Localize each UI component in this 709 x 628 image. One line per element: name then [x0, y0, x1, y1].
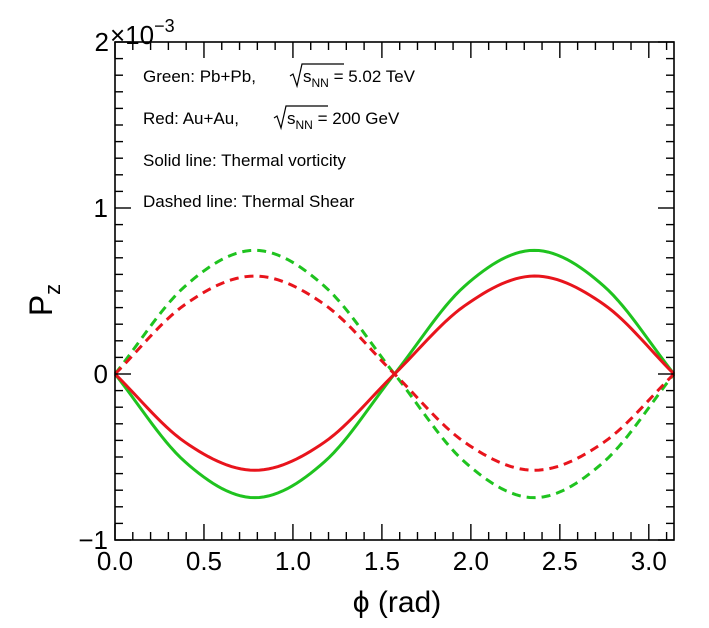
x-tick-label: 0.5 [186, 546, 222, 576]
y-tick-label: 1 [94, 193, 108, 223]
legend-green-root-sym: s [303, 67, 312, 86]
legend-line-green: Green: Pb+Pb, sNN = 5.02 TeV [143, 63, 416, 90]
series-line-2 [113, 248, 676, 500]
series-layer [113, 248, 676, 500]
y-axis-title-main: P [23, 295, 59, 316]
y-multiplier: ×10−3 [110, 16, 175, 50]
sqrt-symbol-red [273, 105, 328, 131]
y-tick-label: −1 [78, 525, 108, 555]
legend-green-suffix: = 5.02 TeV [329, 67, 416, 86]
legend-red-suffix: = 200 GeV [313, 109, 400, 128]
legend-red-root-sym: s [287, 109, 296, 128]
x-tick-label: 3.0 [631, 546, 667, 576]
legend-green-prefix: Green: Pb+Pb, [143, 67, 256, 86]
legend-red-prefix: Red: Au+Au, [143, 109, 239, 128]
sqrt-symbol-green [289, 63, 344, 89]
series-line-3 [113, 274, 676, 472]
ticks-layer [114, 41, 674, 541]
x-tick-label: 2.5 [542, 546, 578, 576]
y-tick-label: 0 [94, 359, 108, 389]
legend-dashed-line: Dashed line: Thermal Shear [143, 192, 355, 211]
y-tick-label: 2 [95, 27, 109, 57]
x-tick-label: 1.0 [275, 546, 311, 576]
legend: Green: Pb+Pb, sNN = 5.02 TeV Red: Au+Au,… [143, 63, 416, 211]
tick-labels: 0.0 0.5 1.0 1.5 2.0 2.5 3.0 −1 0 1 2 [78, 27, 667, 576]
legend-line-red: Red: Au+Au, sNN = 200 GeV [143, 105, 400, 132]
legend-green-root-sub: NN [312, 76, 329, 90]
y-multiplier-base: ×10 [110, 20, 154, 50]
x-tick-label: 2.0 [453, 546, 489, 576]
x-tick-label: 1.5 [364, 546, 400, 576]
y-multiplier-exponent: −3 [154, 16, 175, 36]
svg-text:Pz: Pz [23, 284, 65, 316]
x-tick-label: 0.0 [97, 546, 133, 576]
y-axis-title: Pz [23, 284, 65, 316]
svg-text:sNN = 5.02 TeV: sNN = 5.02 TeV [303, 67, 416, 90]
legend-solid-line: Solid line: Thermal vorticity [143, 151, 346, 170]
x-axis-title: ϕ (rad) [353, 586, 441, 619]
svg-text:Red: Au+Au,: Red: Au+Au, [143, 109, 239, 128]
svg-text:Green: Pb+Pb,: Green: Pb+Pb, [143, 67, 256, 86]
svg-text:sNN = 200 GeV: sNN = 200 GeV [287, 109, 400, 132]
y-axis-title-subscript: z [40, 284, 65, 295]
legend-red-root-sub: NN [296, 118, 313, 132]
